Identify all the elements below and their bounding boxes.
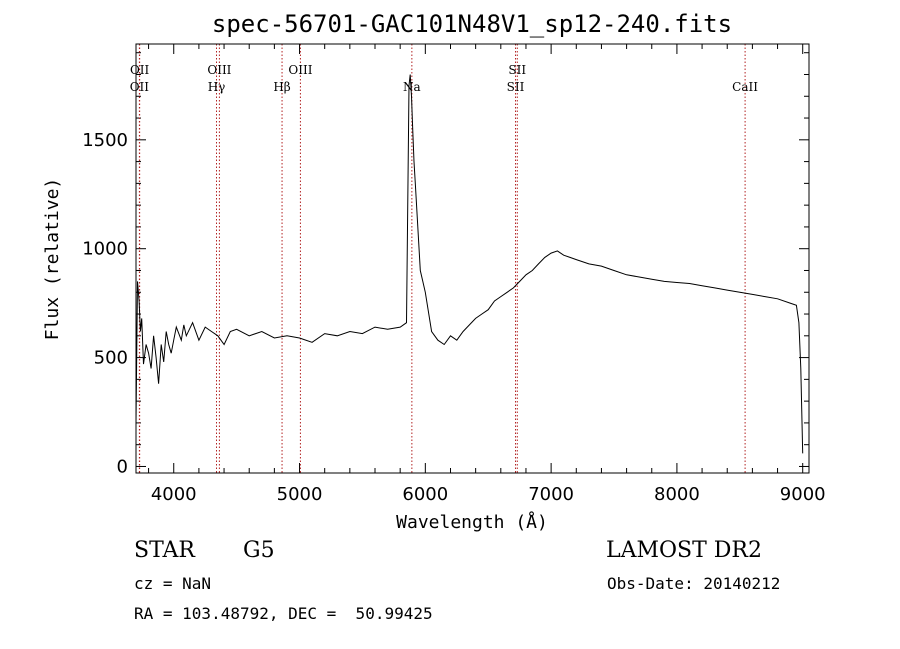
spectral-line-label: OII: [130, 80, 150, 94]
spectral-line-markers: [138, 44, 746, 473]
spectral-line-label: Hβ: [273, 80, 290, 94]
survey-name: LAMOST DR2: [606, 538, 762, 563]
spectral-line-label: OIII: [207, 63, 231, 77]
x-tick-label: 9000: [780, 484, 826, 505]
y-tick-label: 0: [117, 456, 128, 477]
spectral-line-label: OIII: [288, 63, 312, 77]
object-class: STAR: [134, 538, 195, 563]
y-axis-label: Flux (relative): [42, 178, 63, 341]
x-axis-label: Wavelength (Å): [396, 511, 548, 533]
axis-ticks: [136, 44, 809, 473]
tick-labels: 4000 5000 6000 7000 8000 9000 0 500 1000 1500: [82, 130, 825, 505]
y-tick-label: 500: [94, 348, 128, 369]
spectral-line-label: Na: [403, 80, 421, 94]
y-tick-label: 1500: [82, 130, 128, 151]
y-tick-label: 1000: [82, 239, 128, 260]
object-subclass: G5: [243, 538, 275, 563]
chart-title: spec-56701-GAC101N48V1_sp12-240.fits: [212, 10, 732, 38]
spectral-line-label: OII: [130, 63, 150, 77]
spectral-line-label: SII: [507, 80, 525, 94]
redshift-value: cz = NaN: [134, 574, 212, 593]
x-tick-label: 7000: [528, 484, 574, 505]
observation-date: Obs-Date: 20140212: [607, 574, 781, 593]
spectral-line-label: SII: [508, 63, 526, 77]
x-tick-label: 5000: [277, 484, 323, 505]
x-tick-label: 6000: [402, 484, 448, 505]
x-tick-label: 8000: [654, 484, 700, 505]
spectral-line-labels: OII OII Hγ OIII Hβ OIII Na SII SII CaII: [130, 63, 759, 94]
spectral-line-label: CaII: [732, 80, 758, 94]
spectrum-line: [135, 74, 804, 454]
spectral-line-label: Hγ: [208, 80, 226, 94]
coordinates: RA = 103.48792, DEC = 50.99425: [134, 604, 433, 623]
x-tick-label: 4000: [151, 484, 197, 505]
plot-frame: [135, 43, 810, 474]
